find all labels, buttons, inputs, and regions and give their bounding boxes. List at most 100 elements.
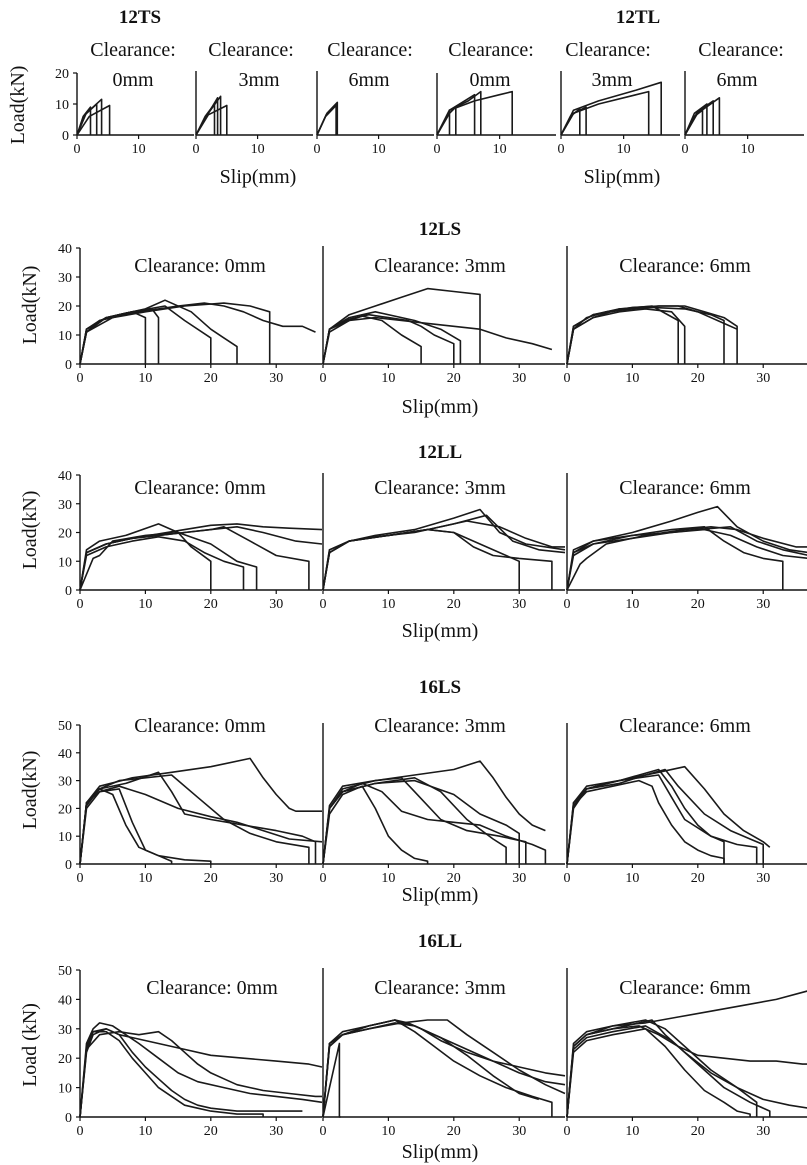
series-line-2 xyxy=(79,1022,323,1118)
series-line-1 xyxy=(79,757,322,865)
x-tick-label: 10 xyxy=(138,1124,152,1139)
y-tick-label: 40 xyxy=(58,993,72,1008)
x-tick-label: 30 xyxy=(756,597,770,612)
x-tick-label: 0 xyxy=(77,371,84,386)
chart-title: 16LS xyxy=(419,677,461,698)
y-axis-label: Load(kN) xyxy=(19,266,41,345)
panel-clearance-label: Clearance: xyxy=(565,39,651,61)
panel-12TL-2: 0 10 Clearance: 3mm xyxy=(558,39,680,157)
x-tick-label: 30 xyxy=(269,371,283,386)
series-line-4 xyxy=(195,103,216,136)
x-axis-label: Slip(mm) xyxy=(402,396,479,418)
x-tick-label: 10 xyxy=(741,142,755,157)
chart-group-16LS: 16LS Slip(mm) Load(kN) 0 10 20 30 0 10 20 30 40 50 Cl… xyxy=(19,677,807,906)
panel-12LL-1: 0 10 20 30 0 10 20 30 40 Clearance: 0mm xyxy=(58,469,323,612)
series-line-1 xyxy=(322,508,566,591)
x-tick-label: 0 xyxy=(193,142,200,157)
series-line-3 xyxy=(322,528,521,591)
series-line-3 xyxy=(79,310,147,365)
chart-group-12LS: 12LS Slip(mm) Load(kN) 0 10 20 30 0 10 20 30 40 Clea… xyxy=(19,219,807,418)
series-line-5 xyxy=(322,1019,540,1118)
x-tick-label: 0 xyxy=(74,142,81,157)
panel-16LS-3: 0 10 20 30 Clearance: 6mm xyxy=(564,715,807,886)
x-tick-label: 0 xyxy=(320,1124,327,1139)
x-tick-label: 0 xyxy=(564,1124,571,1139)
y-tick-label: 20 xyxy=(58,527,72,542)
x-tick-label: 10 xyxy=(138,597,152,612)
y-tick-label: 0 xyxy=(62,129,69,144)
panel-12LL-3: 0 10 20 30 Clearance: 6mm xyxy=(564,473,807,612)
x-tick-label: 10 xyxy=(381,1124,395,1139)
series-line-6 xyxy=(322,779,521,865)
panel-12TL-1: 0 10 Clearance: 0mm xyxy=(434,39,556,157)
series-line-5 xyxy=(566,305,738,365)
series-line-5 xyxy=(79,785,323,865)
x-tick-label: 0 xyxy=(564,371,571,386)
series-line-5 xyxy=(436,109,451,136)
x-tick-label: 30 xyxy=(512,871,526,886)
panel-clearance-label: Clearance: xyxy=(208,39,294,61)
panel-12TS-3: 0 10 Clearance: 6mm xyxy=(314,39,434,157)
x-tick-label: 0 xyxy=(434,142,441,157)
series-line-4 xyxy=(79,535,245,591)
panel-clearance-label: Clearance: xyxy=(448,39,534,61)
panel-clearance-label: Clearance: 0mm xyxy=(134,255,266,277)
x-tick-label: 20 xyxy=(204,871,218,886)
panel-clearance-value: 0mm xyxy=(112,69,154,91)
panel-16LS-2: 0 10 20 30 Clearance: 3mm xyxy=(320,715,565,886)
series-line-2 xyxy=(566,779,725,865)
x-tick-label: 20 xyxy=(447,871,461,886)
x-tick-label: 20 xyxy=(447,371,461,386)
panel-clearance-label: Clearance: 3mm xyxy=(374,477,506,499)
y-tick-label: 30 xyxy=(58,1023,72,1038)
x-tick-label: 30 xyxy=(269,1124,283,1139)
panel-12TS-2: 0 10 Clearance: 3mm xyxy=(193,39,313,157)
x-tick-label: 30 xyxy=(756,371,770,386)
series-line-5 xyxy=(322,310,462,365)
series-line-3 xyxy=(195,104,228,136)
x-tick-label: 20 xyxy=(691,371,705,386)
y-axis-label: Load(kN) xyxy=(7,66,29,145)
series-line-1 xyxy=(79,1028,323,1118)
panel-12TL-3: 0 10 Clearance: 6mm xyxy=(682,39,804,157)
series-line-6 xyxy=(79,531,258,591)
series-line-5 xyxy=(566,768,765,865)
x-tick-label: 10 xyxy=(625,597,639,612)
y-tick-label: 10 xyxy=(58,1082,72,1097)
x-tick-label: 20 xyxy=(447,1124,461,1139)
series-line-2 xyxy=(566,308,686,365)
x-tick-label: 0 xyxy=(320,871,327,886)
series-line-6 xyxy=(79,774,310,865)
series-line-3 xyxy=(566,1025,771,1118)
panel-16LS-1: 0 10 20 30 0 10 20 30 40 50 Clearance: 0mm xyxy=(58,715,323,886)
panel-clearance-value: 0mm xyxy=(469,69,511,91)
x-tick-label: 10 xyxy=(625,871,639,886)
series-line-3 xyxy=(76,98,103,136)
panel-clearance-label: Clearance: 0mm xyxy=(146,977,278,999)
chart-title: 12LS xyxy=(419,219,461,240)
series-line-5 xyxy=(322,528,553,591)
series-line-1 xyxy=(566,505,807,591)
x-tick-label: 10 xyxy=(372,142,386,157)
x-axis-label: Slip(mm) xyxy=(584,166,661,188)
series-line-1 xyxy=(322,287,481,365)
series-line-3 xyxy=(566,305,680,365)
x-tick-label: 0 xyxy=(682,142,689,157)
panel-clearance-label: Clearance: 0mm xyxy=(134,715,266,737)
chart-title: 12TS xyxy=(119,7,161,28)
x-axis-label: Slip(mm) xyxy=(402,620,479,642)
series-line-4 xyxy=(79,788,212,865)
x-tick-label: 20 xyxy=(204,597,218,612)
panel-clearance-label: Clearance: 6mm xyxy=(619,255,751,277)
series-line-1 xyxy=(560,81,663,136)
y-axis-label: Load(kN) xyxy=(19,491,41,570)
panel-clearance-label: Clearance: xyxy=(90,39,176,61)
y-tick-label: 30 xyxy=(58,498,72,513)
panel-clearance-label: Clearance: xyxy=(327,39,413,61)
panel-clearance-value: 3mm xyxy=(591,69,633,91)
x-tick-label: 20 xyxy=(691,871,705,886)
panel-clearance-value: 3mm xyxy=(238,69,280,91)
x-tick-label: 10 xyxy=(381,597,395,612)
series-line-5 xyxy=(566,528,807,591)
panel-12LS-1: 0 10 20 30 0 10 20 30 40 Clearance: 0mm xyxy=(58,242,322,386)
